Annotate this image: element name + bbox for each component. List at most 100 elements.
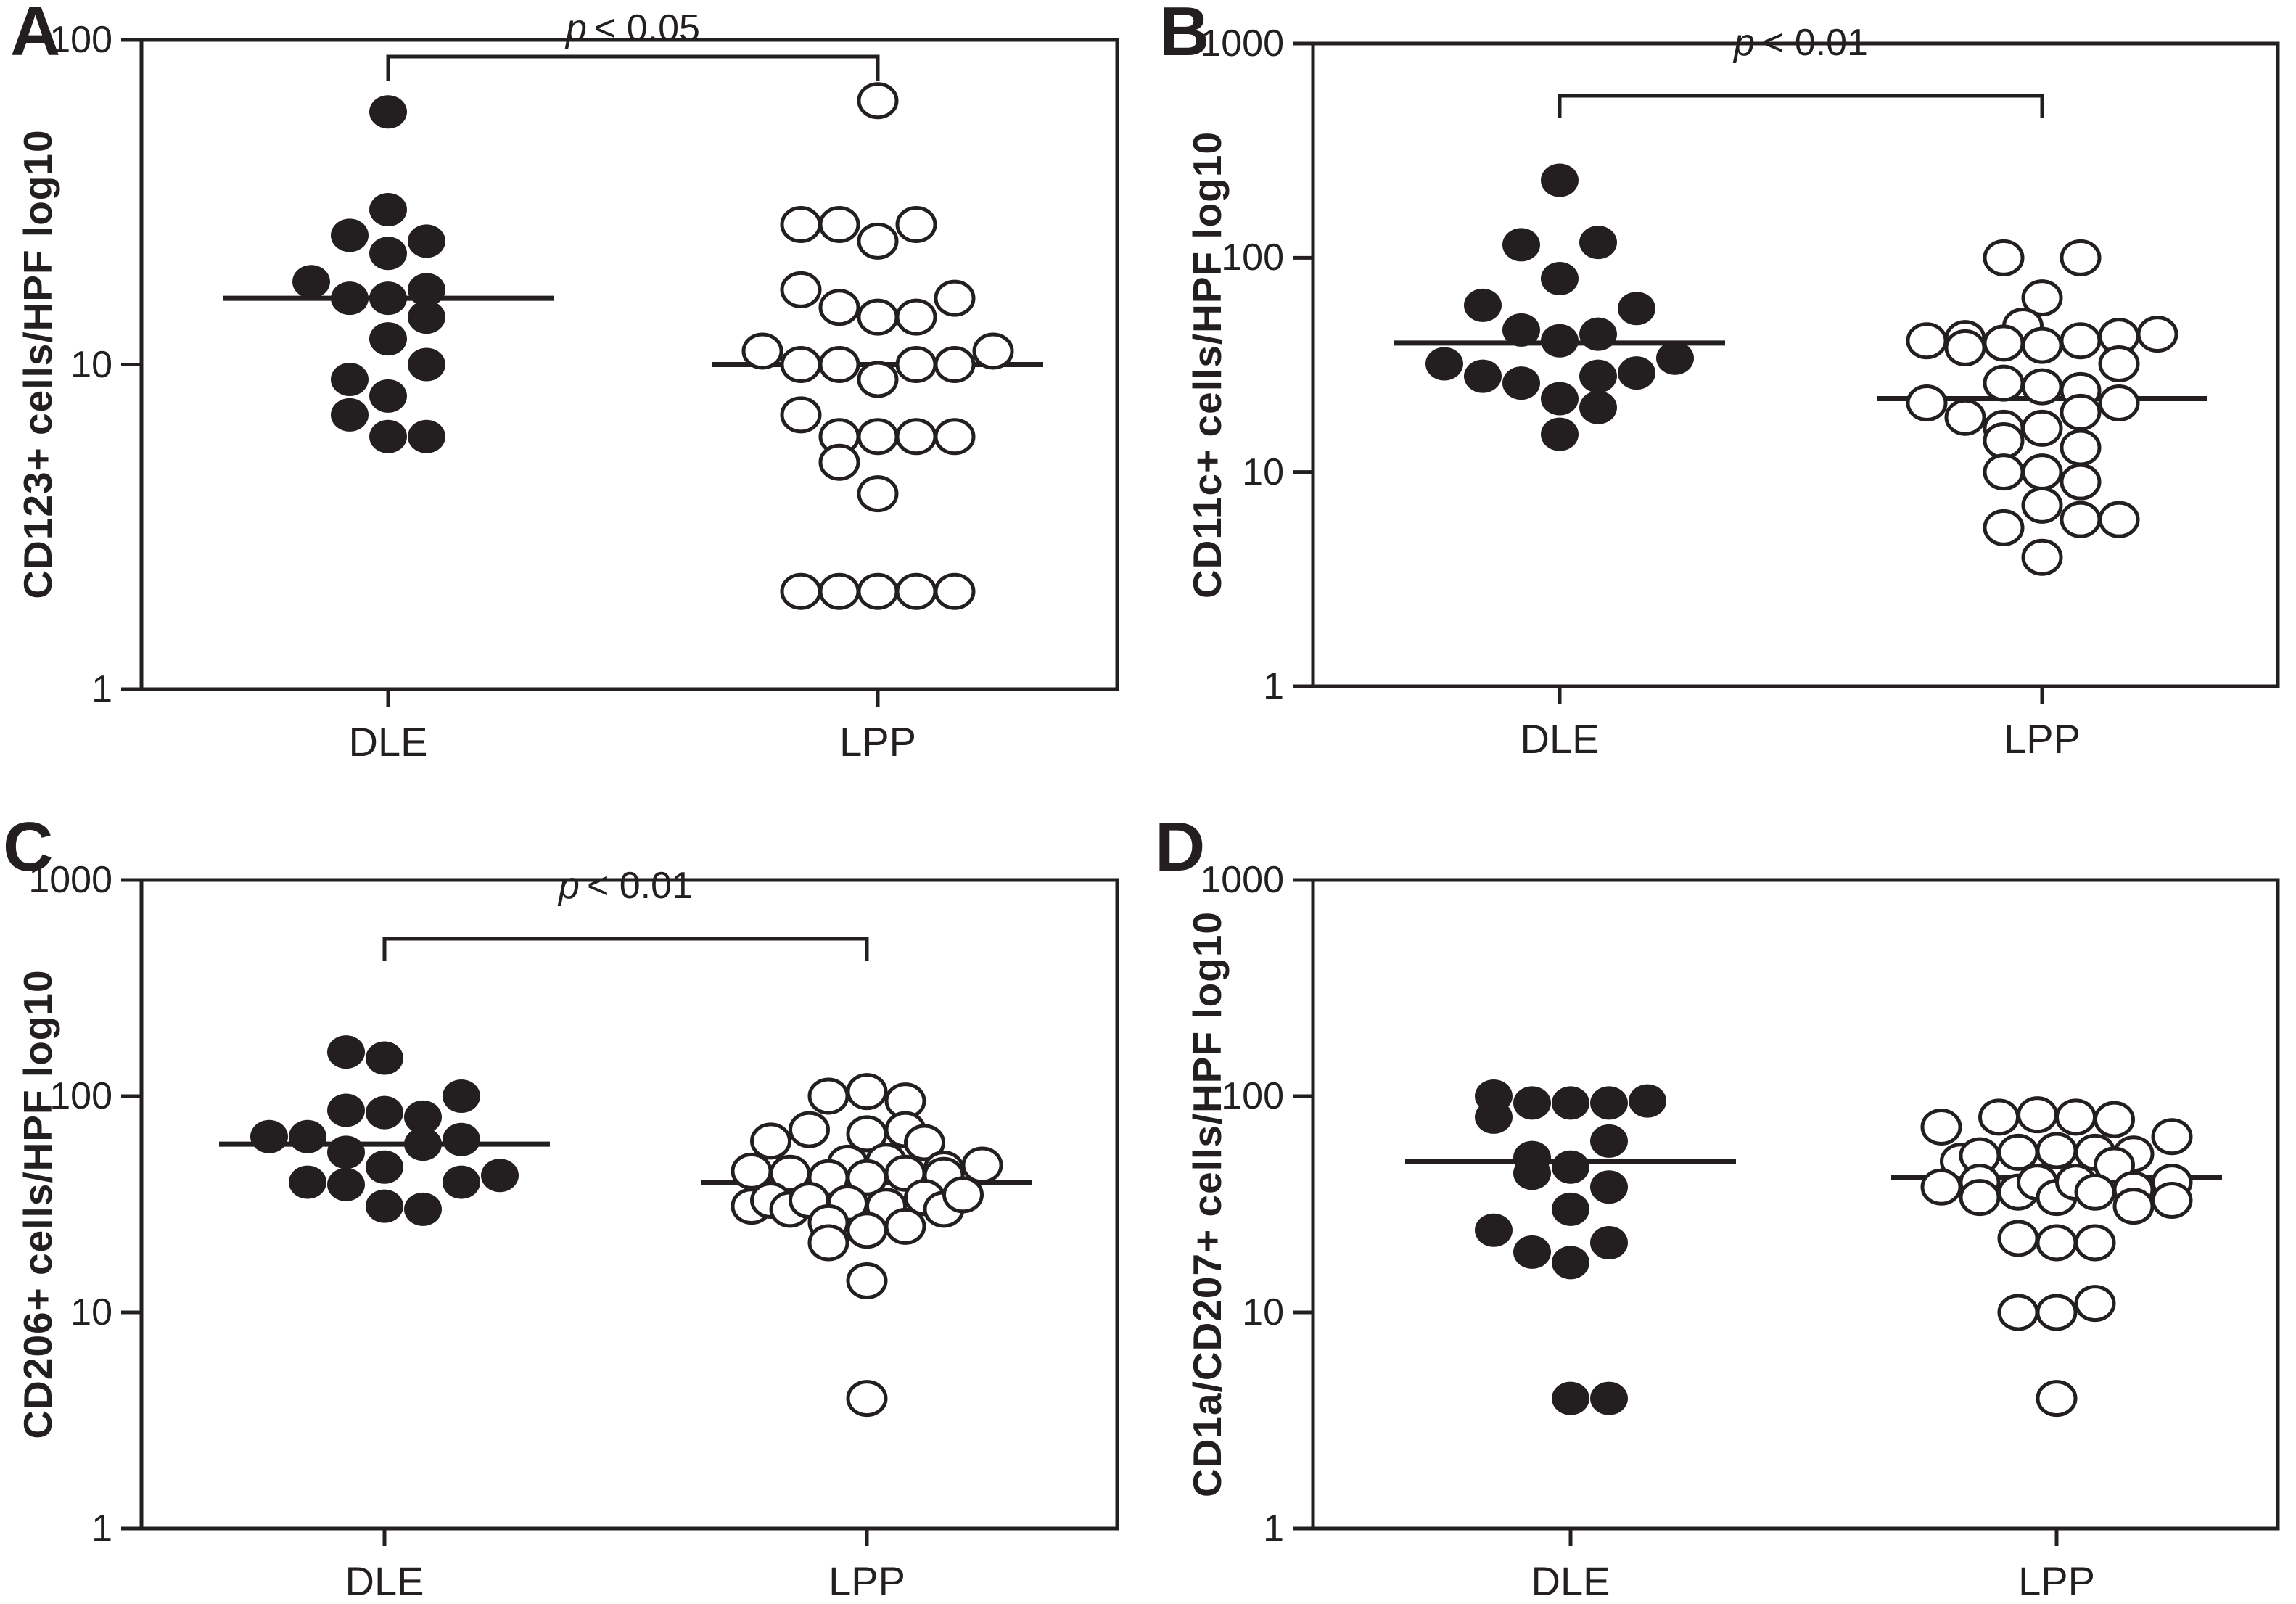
panel-d-dle-data-point xyxy=(1475,1100,1513,1134)
panel-b-lpp-data-point xyxy=(1944,398,1986,436)
panel-a-y-tick-label-1: 1 xyxy=(91,668,112,710)
panel-c-dle-data-point xyxy=(289,1165,326,1199)
panel-d-lpp-data-point xyxy=(2036,1132,2078,1169)
panel-b-dle-data-point xyxy=(1541,261,1579,295)
panel-a-sig-comparison: < 0.05 xyxy=(593,7,700,49)
panel-a-lpp-data-point xyxy=(934,279,976,317)
panel-c-dle-data-point xyxy=(481,1159,519,1193)
panel-d-dle-data-point xyxy=(1513,1086,1551,1120)
panel-a-x-label-lpp: LPP xyxy=(839,719,916,765)
panel-c-y-axis-title: CD206+ cells/HPF log10 xyxy=(15,969,60,1439)
panel-a-dle-data-point xyxy=(369,322,407,356)
panel-b-x-label-dle: DLE xyxy=(1520,716,1600,762)
panel-b-plot-border xyxy=(1311,41,2280,688)
panel-c-dle-data-point xyxy=(443,1165,480,1199)
panel-a-lpp-data-point xyxy=(780,396,822,434)
panel-c-dle-data-point xyxy=(404,1100,442,1134)
panel-a-x-label-dle: DLE xyxy=(348,719,428,765)
panel-b-dle-data-point xyxy=(1502,228,1540,262)
panel-d-y-axis-title: CD1a/CD207+ cells/HPF log10 xyxy=(1185,910,1230,1498)
panel-b-lpp-data-point xyxy=(2021,409,2063,447)
panel-a-dle-data-point xyxy=(369,95,407,129)
panel-d-lpp-data-point xyxy=(2074,1173,2116,1211)
panel-a-dle-data-point xyxy=(331,218,369,252)
panel-b-lpp-data-point xyxy=(1906,322,1948,360)
panel-c-dle-data-point xyxy=(327,1167,365,1201)
panel-b-dle-data-point xyxy=(1541,417,1579,451)
panel-b-dle-data-point xyxy=(1579,359,1617,393)
panel-c-lpp-data-point xyxy=(942,1176,984,1214)
panel-d-dle-data-point xyxy=(1552,1086,1589,1120)
panel-d-plot-border xyxy=(1311,878,2280,1531)
panel-a-lpp-data-point xyxy=(780,205,822,243)
panel-b-dle-data-point xyxy=(1541,382,1579,416)
panel-d-dle-data-point xyxy=(1590,1086,1628,1120)
panel-a-dle-data-point xyxy=(408,273,445,307)
panel-c-plot-border xyxy=(139,878,1119,1531)
panel-c-dle-data-point xyxy=(327,1135,365,1169)
panel-b-sig-comparison: < 0.01 xyxy=(1761,22,1868,64)
panel-b-dle-data-point xyxy=(1541,324,1579,358)
panel-d-dle-data-point xyxy=(1590,1225,1628,1259)
panel-b-lpp-data-point xyxy=(1983,364,2025,402)
panel-b-dle-data-point xyxy=(1464,359,1502,393)
panel-d-lpp-data-point xyxy=(2112,1188,2155,1225)
panel-b-dle-data-point xyxy=(1502,313,1540,347)
panel-b-dle-data-point xyxy=(1464,288,1502,322)
panel-b-lpp-data-point xyxy=(2098,501,2140,538)
panel-b-lpp-data-point xyxy=(2021,538,2063,576)
panel-c-dle-data-point xyxy=(443,1079,480,1113)
panel-a-dle-data-point xyxy=(331,362,369,396)
panel-d-dle-data-point xyxy=(1590,1124,1628,1158)
panel-c-lpp-data-point xyxy=(846,1262,888,1299)
panel-d-lpp-data-point xyxy=(1997,1133,2039,1171)
panel-d-dle-data-point xyxy=(1590,1170,1628,1204)
panel-b-plot-area xyxy=(1293,41,2280,704)
panel-b-lpp-data-point xyxy=(2098,345,2140,382)
panel-b-lpp-data-point xyxy=(2060,393,2102,431)
panel-d-dle-data-point xyxy=(1513,1156,1551,1190)
panel-c-sig-comparison: < 0.01 xyxy=(586,865,693,907)
panel-a-lpp-data-point xyxy=(857,222,899,260)
panel-b-y-tick-label-1: 1 xyxy=(1263,665,1284,707)
panel-b-lpp-data-point xyxy=(2021,486,2063,524)
panel-a-lpp-data-point xyxy=(818,572,860,610)
panel-d-x-label-dle: DLE xyxy=(1531,1558,1610,1604)
panel-c-lpp-data-point xyxy=(807,1077,849,1115)
panel-a-plot-area xyxy=(121,38,1119,707)
panel-b-lpp-data-point xyxy=(1983,324,2025,362)
panel-c-x-label-dle: DLE xyxy=(345,1558,424,1604)
panel-c-dle-data-point xyxy=(250,1119,288,1153)
panel-c-dle-data-point xyxy=(404,1192,442,1226)
panel-a-dle-data-point xyxy=(331,398,369,432)
panel-c-y-tick-label-100: 100 xyxy=(49,1075,112,1117)
panel-d-lpp-data-point xyxy=(2074,1285,2116,1323)
panel-d-lpp-data-point xyxy=(2074,1224,2116,1262)
panel-a-lpp-data-point xyxy=(780,271,822,308)
panel-b-y-tick-label-100: 100 xyxy=(1221,237,1284,279)
panel-a-lpp-data-point xyxy=(972,332,1014,370)
panel-a-lpp-data-point xyxy=(895,205,937,243)
panel-b-lpp-data-point xyxy=(2060,463,2102,501)
panel-a-significance-label: p < 0.05 xyxy=(566,7,700,50)
panel-c-dle-data-point xyxy=(327,1035,365,1069)
panel-a-lpp-data-point xyxy=(818,289,860,326)
panel-d-plot-area xyxy=(1293,878,2280,1546)
panel-b-y-axis-title: CD11c+ cells/HPF log10 xyxy=(1185,131,1230,599)
panel-d-dle-data-point xyxy=(1475,1213,1513,1247)
panel-b-lpp-data-point xyxy=(2060,239,2102,276)
panel-b-lpp-data-point xyxy=(2021,453,2063,491)
panel-a-dle-data-point xyxy=(408,419,445,453)
panel-a-dle-data-point xyxy=(331,281,369,316)
panel-c-dle-data-point xyxy=(366,1095,403,1130)
panel-c-lpp-data-point xyxy=(961,1146,1003,1184)
panel-d-dle-data-point xyxy=(1590,1381,1628,1415)
panel-a-dle-data-point xyxy=(292,265,330,299)
panel-a-lpp-data-point xyxy=(934,572,976,610)
panel-c-dle-data-point xyxy=(404,1127,442,1161)
panel-d-lpp-data-point xyxy=(2094,1101,2135,1138)
panel-b-dle-data-point xyxy=(1425,347,1463,381)
panel-b-lpp-data-point xyxy=(1983,453,2025,491)
panel-b-dle-data-point xyxy=(1579,226,1617,260)
